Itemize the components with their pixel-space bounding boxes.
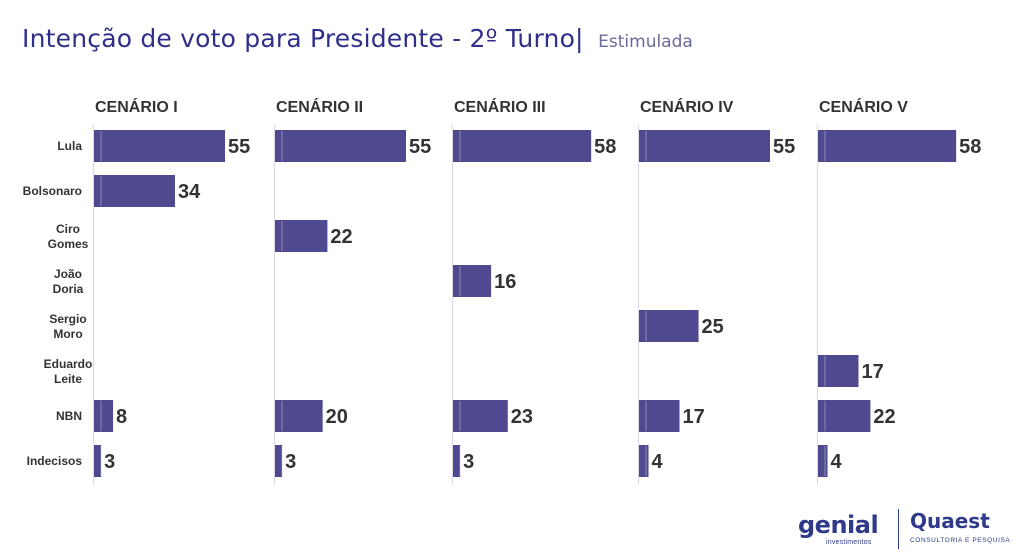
category-label: NBN: [56, 409, 82, 423]
quaest-logo: Quaest: [910, 509, 990, 533]
bar-value-label: 3: [285, 451, 296, 473]
bar: [639, 310, 699, 342]
bar: [453, 265, 492, 297]
category-label: Ciro Gomes: [48, 222, 89, 251]
panel-title: CENÁRIO I: [95, 97, 178, 116]
bar-value-label: 4: [652, 451, 664, 473]
bar: [639, 400, 680, 432]
bar-value-label: 58: [959, 136, 981, 158]
bar-value-label: 23: [511, 406, 533, 428]
bar-value-label: 55: [773, 136, 795, 158]
bar: [275, 400, 323, 432]
logos: genial investimentos Quaest CONSULTORIA …: [798, 507, 1011, 551]
title-subtitle: Estimulada: [598, 32, 693, 52]
bar: [94, 130, 225, 162]
bar-value-label: 22: [330, 226, 352, 248]
chart-title: Intenção de voto para Presidente - 2º Tu…: [22, 24, 693, 53]
logo-divider: [898, 509, 899, 549]
bar-value-label: 58: [594, 136, 616, 158]
bar: [818, 130, 957, 162]
quaest-logo-subtitle: CONSULTORIA E PESQUISA: [910, 537, 1011, 544]
bar-chart: Lula Bolsonaro Ciro Gomes João Doria Sergio Mor…: [23, 97, 981, 485]
category-label: Bolsonaro: [23, 184, 82, 198]
category-label: Sergio Moro: [49, 312, 86, 341]
bar: [94, 175, 175, 207]
title-main: Intenção de voto para Presidente - 2º Tu…: [22, 24, 584, 53]
category-label: Lula: [57, 139, 82, 153]
panel-title: CENÁRIO V: [819, 97, 908, 116]
bar: [453, 130, 592, 162]
bar-value-label: 3: [463, 451, 474, 473]
bar-value-label: 16: [494, 271, 516, 293]
bar: [94, 400, 114, 432]
genial-logo: genial: [798, 511, 879, 539]
bar: [275, 220, 328, 252]
bar: [94, 445, 102, 477]
category-label: Indecisos: [27, 454, 83, 468]
bar-value-label: 22: [873, 406, 895, 428]
bar: [818, 445, 828, 477]
bar-value-label: 8: [116, 406, 127, 428]
panel-title: CENÁRIO III: [454, 97, 546, 116]
bar-value-label: 55: [409, 136, 431, 158]
bar: [818, 400, 871, 432]
panel-title: CENÁRIO IV: [640, 97, 734, 116]
bar: [639, 445, 649, 477]
bar-value-label: 17: [861, 361, 883, 383]
bar: [818, 355, 859, 387]
bar-value-label: 3: [104, 451, 115, 473]
bar-value-label: 34: [178, 181, 201, 203]
category-label: Eduardo Leite: [44, 357, 93, 386]
bar: [275, 445, 283, 477]
panel-title: CENÁRIO II: [276, 97, 363, 116]
category-label: João Doria: [53, 267, 84, 296]
bar-value-label: 20: [326, 406, 348, 428]
bar-value-label: 55: [228, 136, 250, 158]
bar: [275, 130, 406, 162]
bar: [639, 130, 770, 162]
bar-value-label: 25: [702, 316, 724, 338]
bar-value-label: 4: [831, 451, 843, 473]
bar-value-label: 17: [682, 406, 704, 428]
bar: [453, 445, 461, 477]
bar: [453, 400, 508, 432]
genial-logo-subtitle: investimentos: [826, 539, 872, 546]
